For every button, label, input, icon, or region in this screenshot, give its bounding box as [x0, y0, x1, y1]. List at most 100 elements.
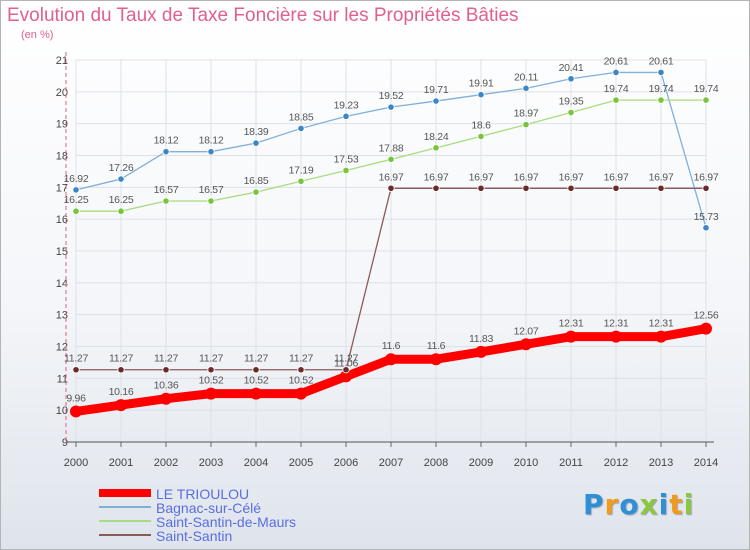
data-label: 20.11 [514, 71, 538, 83]
y-tick-label: 15 [56, 246, 68, 258]
x-tick-label: 2003 [199, 457, 223, 469]
data-label: 19.52 [379, 90, 404, 102]
data-point [430, 353, 442, 366]
data-point [340, 370, 352, 383]
data-label: 19.74 [694, 83, 719, 95]
x-tick-label: 2005 [289, 457, 313, 469]
data-label: 17.26 [109, 162, 134, 174]
x-tick-label: 2001 [109, 457, 133, 469]
y-tick-label: 21 [56, 55, 68, 67]
y-tick-label: 11 [57, 373, 68, 385]
data-label: 19.71 [424, 84, 449, 96]
data-point [117, 175, 125, 183]
data-label: 9.96 [66, 392, 86, 404]
data-label: 16.57 [199, 184, 224, 196]
data-point [475, 345, 487, 358]
legend-label: Saint-Santin-de-Maurs [156, 514, 297, 530]
data-label: 18.39 [244, 126, 269, 138]
data-point [432, 144, 440, 152]
data-point [432, 184, 440, 192]
data-label: 19.74 [649, 83, 674, 95]
data-label: 20.41 [559, 62, 584, 74]
data-label: 12.31 [559, 318, 584, 330]
series-2: 16.25 16.25 16.57 16.57 16.85 17.19 17.53 17.88… [64, 83, 719, 215]
data-point [160, 392, 172, 405]
data-label: 20.61 [649, 55, 674, 67]
data-point [342, 112, 350, 120]
y-tick-label: 20 [56, 87, 68, 99]
data-label: 19.91 [469, 78, 494, 90]
data-label: 16.85 [244, 175, 269, 187]
brand-letter: o [619, 488, 640, 521]
data-point [700, 322, 712, 335]
data-point [612, 68, 620, 77]
data-label: 11.6 [427, 340, 446, 352]
data-label: 19.35 [559, 96, 584, 108]
data-label: 16.97 [649, 171, 674, 183]
data-point [477, 91, 485, 99]
data-point [702, 224, 710, 232]
data-point [295, 387, 307, 400]
data-point [522, 84, 530, 92]
data-point [385, 353, 397, 366]
data-label: 16.25 [109, 194, 134, 206]
data-point [567, 108, 575, 117]
legend-swatch [99, 506, 151, 508]
data-point [520, 338, 532, 351]
data-point [522, 121, 530, 129]
legend-swatch [99, 520, 151, 522]
data-point [432, 97, 440, 105]
data-point [252, 366, 260, 374]
data-label: 11.27 [289, 353, 313, 365]
data-label: 19.74 [604, 83, 629, 95]
data-label: 18.85 [289, 111, 314, 123]
data-label: 18.97 [514, 108, 539, 120]
y-tick-label: 12 [56, 342, 68, 354]
data-point [342, 166, 350, 175]
data-point [657, 96, 665, 104]
y-tick-label: 17 [56, 182, 68, 194]
data-point [72, 366, 80, 374]
data-label: 16.97 [604, 171, 629, 183]
data-point [477, 184, 485, 192]
data-point [702, 96, 710, 104]
x-tick-label: 2008 [424, 457, 448, 469]
data-point [162, 366, 170, 374]
x-tick-label: 2007 [379, 457, 403, 469]
data-label: 11.27 [154, 353, 178, 365]
data-label: 12.07 [514, 325, 539, 337]
data-label: 11.27 [199, 353, 223, 365]
data-point [610, 330, 622, 343]
x-tick-label: 2006 [334, 457, 358, 469]
data-label: 17.19 [289, 164, 314, 176]
data-point [565, 330, 577, 343]
data-point [205, 387, 217, 400]
x-tick-label: 2000 [64, 457, 88, 469]
data-label: 16.97 [694, 171, 719, 183]
x-tick-label: 2012 [604, 457, 628, 469]
data-point [117, 366, 125, 374]
data-point [250, 387, 262, 400]
data-label: 10.36 [154, 380, 179, 392]
data-label: 10.52 [244, 375, 269, 387]
brand-letter: P [583, 488, 605, 521]
data-point [567, 184, 575, 192]
data-label: 18.12 [199, 135, 224, 147]
brand-letter: t [669, 488, 684, 521]
data-point [117, 207, 125, 215]
data-point [115, 399, 127, 412]
data-label: 10.52 [289, 375, 314, 387]
data-point [657, 184, 665, 192]
data-label: 18.6 [471, 119, 491, 131]
y-tick-label: 14 [56, 278, 68, 290]
data-point [567, 75, 575, 83]
data-label: 11.27 [244, 353, 268, 365]
data-label: 15.73 [694, 211, 719, 223]
data-label: 10.16 [109, 386, 134, 398]
data-label: 18.24 [424, 131, 449, 143]
series-3: 11.27 11.27 11.27 11.27 11.27 11.27 11.27 16.97… [64, 171, 719, 374]
y-unit-label: (en %) [21, 29, 54, 41]
data-label: 18.12 [154, 135, 179, 147]
